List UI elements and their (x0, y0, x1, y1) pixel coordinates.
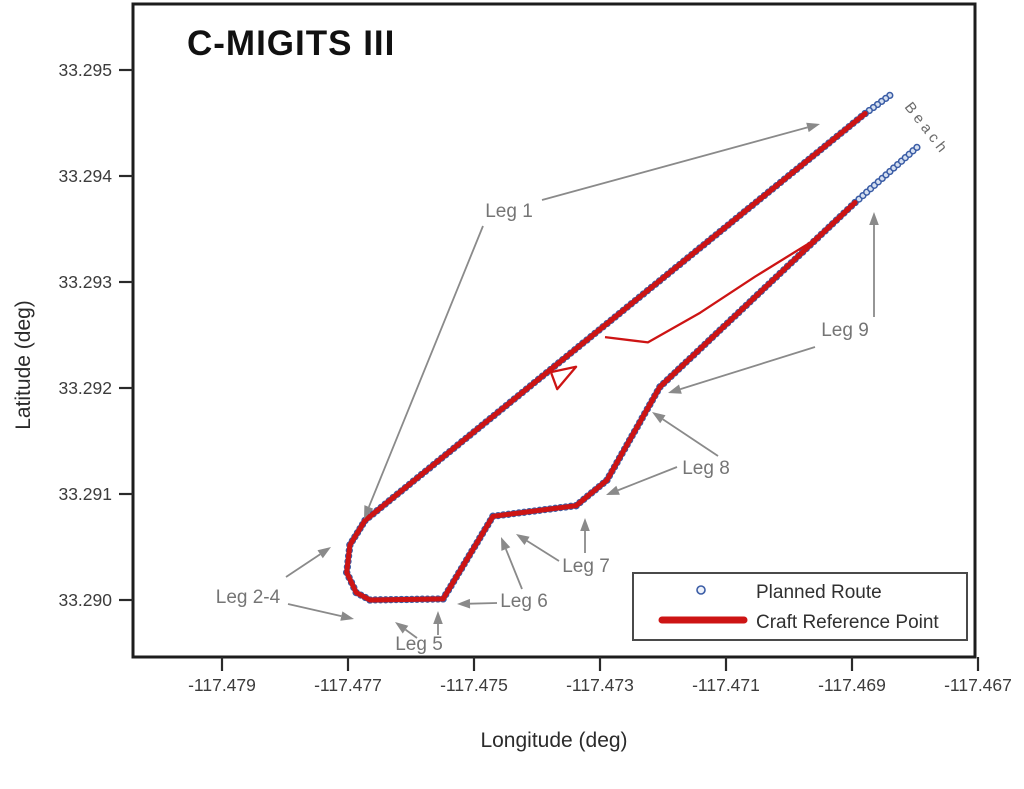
annotation-arrowhead-icon (668, 384, 682, 394)
y-tick-label: 33.293 (58, 272, 112, 292)
legend: Planned Route Craft Reference Point (632, 572, 968, 641)
annotation-arrowhead-icon (580, 518, 590, 531)
annotation-label-leg-5: Leg 5 (395, 634, 443, 655)
annotation-arrowhead-icon (869, 212, 879, 225)
x-tick-label: -117.473 (566, 675, 634, 695)
x-tick-label: -117.477 (314, 675, 382, 695)
annotation-arrowhead-icon (501, 537, 511, 551)
annotation-arrow-line (541, 126, 808, 201)
annotation-arrowhead-icon (652, 412, 666, 424)
x-tick-label: -117.469 (818, 675, 886, 695)
annotation-label-leg-9: Leg 9 (821, 320, 869, 341)
annotation-label-leg-7: Leg 7 (562, 556, 610, 577)
annotation-arrow-line (404, 628, 418, 639)
y-tick-label: 33.292 (58, 378, 112, 398)
y-axis-title: Latitude (deg) (12, 300, 35, 430)
annotation-label-leg-1: Leg 1 (485, 201, 533, 222)
annotation-arrowhead-icon (395, 622, 409, 634)
x-tick-label: -117.475 (440, 675, 508, 695)
annotation-arrow-line (680, 346, 816, 390)
annotation-arrow-line (368, 225, 484, 508)
y-tick-label: 33.295 (58, 60, 112, 80)
annotation-arrowhead-icon (516, 534, 530, 545)
x-tick-label: -117.479 (188, 675, 256, 695)
craft-route-layer (344, 111, 868, 603)
legend-box (632, 572, 968, 641)
annotation-arrow-line (662, 418, 719, 457)
annotation-arrow-line (505, 548, 523, 590)
craft-route-line (344, 111, 868, 603)
annotation-arrow-line (526, 540, 560, 562)
annotation-arrowhead-icon (457, 598, 471, 609)
legend-label-planned-route: Planned Route (756, 582, 882, 603)
x-tick-label: -117.467 (944, 675, 1012, 695)
annotation-label-leg-6: Leg 6 (500, 591, 548, 612)
x-axis-title: Longitude (deg) (480, 729, 627, 752)
axis-ticks-layer: -117.479 -117.477 -117.475 -117.473 -117.471… (58, 60, 1011, 695)
legend-label-craft-reference-point: Craft Reference Point (756, 612, 939, 633)
annotation-label-leg-8: Leg 8 (682, 458, 730, 479)
y-tick-label: 33.291 (58, 484, 112, 504)
plot-border (131, 2, 977, 659)
annotation-arrowhead-icon (317, 547, 331, 559)
annotation-arrowhead-icon (364, 505, 374, 519)
annotation-arrowhead-icon (433, 611, 443, 624)
chart-title: C-MIGITS III (187, 24, 395, 63)
planned-route-marker (913, 143, 921, 152)
annotation-arrowhead-icon (806, 122, 820, 133)
craft-wide-arc-deviation (604, 206, 850, 344)
annotation-arrow-line (285, 553, 321, 578)
craft-small-loop-deviation (549, 365, 578, 391)
y-tick-label: 33.290 (58, 590, 112, 610)
legend-planned-route-marker-icon (696, 585, 706, 595)
annotation-arrow-line (469, 602, 498, 605)
annotation-arrow-line (287, 603, 342, 617)
y-tick-label: 33.294 (58, 166, 112, 186)
annotation-arrowhead-icon (340, 611, 354, 621)
annotation-label-leg-2-4: Leg 2-4 (216, 587, 281, 608)
annotation-arrow-line (617, 466, 678, 492)
annotation-arrowhead-icon (606, 485, 620, 495)
x-tick-label: -117.471 (692, 675, 760, 695)
